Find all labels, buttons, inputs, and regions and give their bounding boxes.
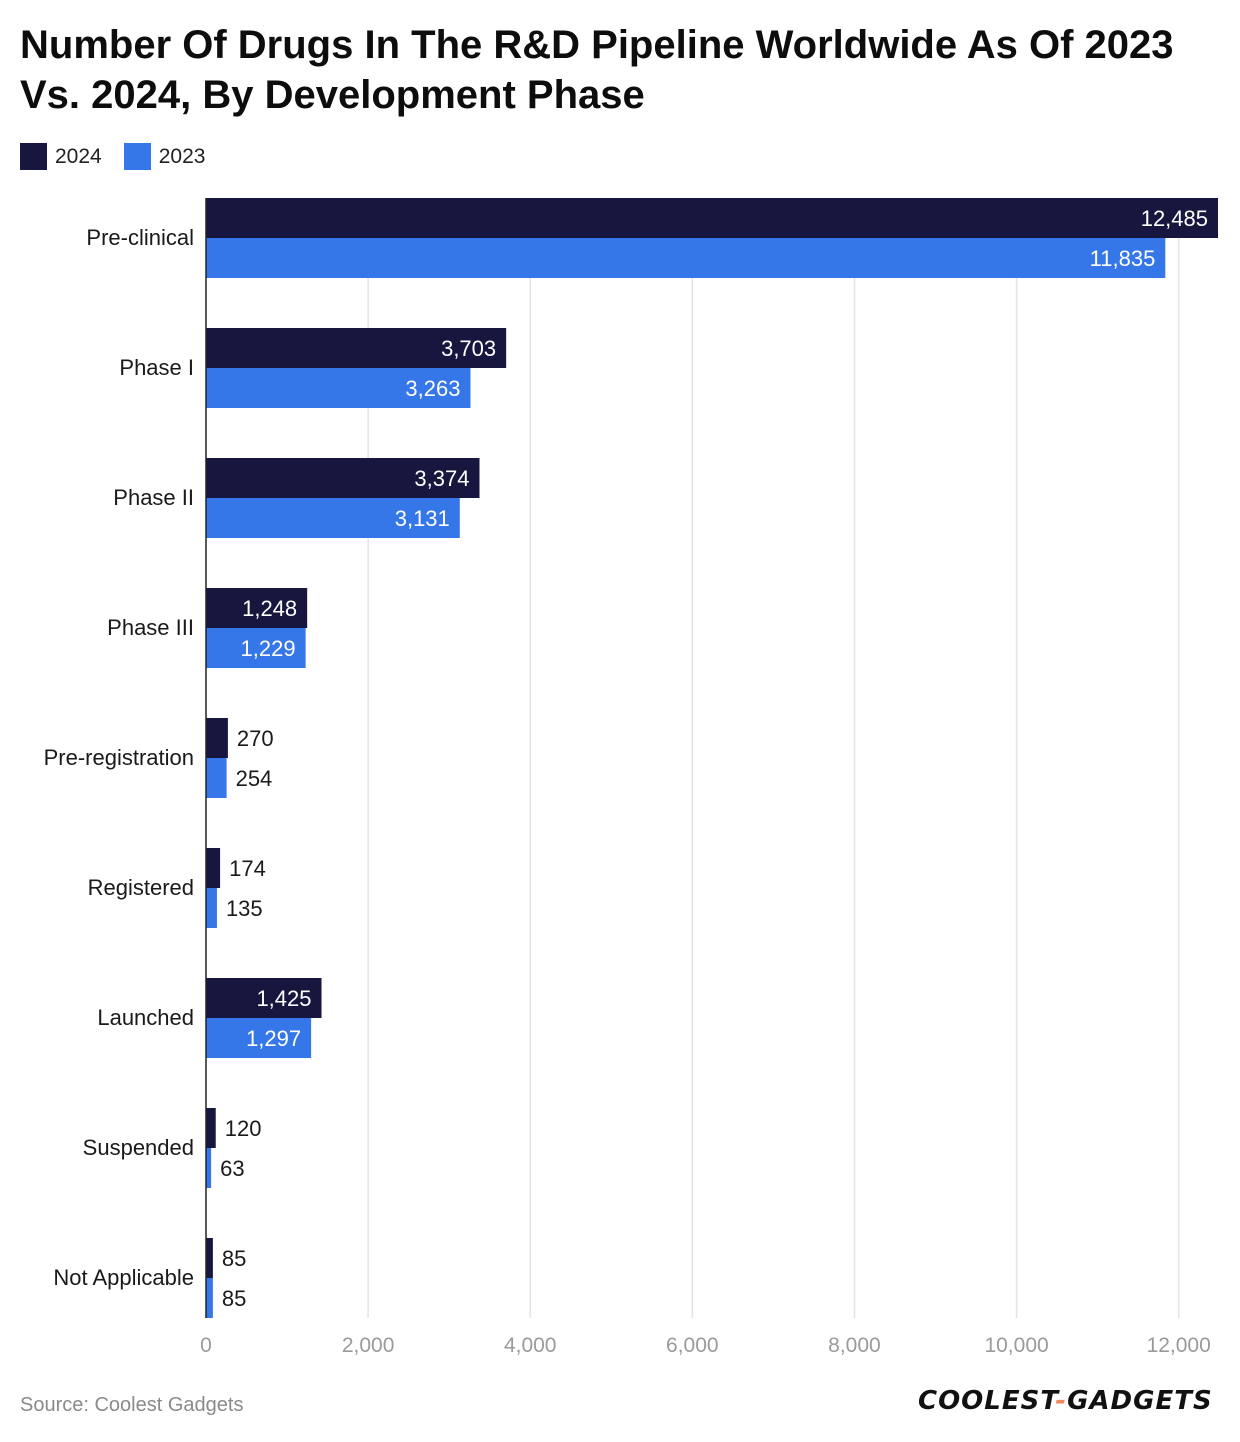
category-label-2: Phase II <box>113 485 194 510</box>
data-label-2024-8: 85 <box>222 1246 246 1271</box>
data-label-2024-7: 120 <box>225 1116 262 1141</box>
legend-item-2024: 2024 <box>20 143 102 170</box>
bar-2024-0 <box>206 198 1218 238</box>
x-tick-label-3: 6,000 <box>666 1334 719 1357</box>
bar-2024-7 <box>206 1108 216 1148</box>
x-tick-label-1: 2,000 <box>342 1334 395 1357</box>
bar-2023-1 <box>206 368 471 408</box>
legend-item-2023: 2023 <box>123 143 206 170</box>
bar-2023-6 <box>206 1018 312 1058</box>
data-label-2023-8: 85 <box>222 1286 246 1311</box>
legend-swatch-2024 <box>20 143 47 170</box>
data-label-2023-1: 3,263 <box>405 376 460 401</box>
bar-2023-4 <box>206 758 227 798</box>
bar-2024-5 <box>206 848 221 888</box>
data-label-2024-1: 3,703 <box>441 336 496 361</box>
category-label-8: Not Applicable <box>53 1265 194 1290</box>
bar-2023-7 <box>206 1148 212 1188</box>
data-label-2024-5: 174 <box>229 856 266 881</box>
brand-logo: COOLEST-GADGETS <box>918 1386 1213 1416</box>
category-label-6: Launched <box>97 1005 194 1030</box>
data-label-2023-0: 11,835 <box>1090 246 1156 271</box>
category-label-7: Suspended <box>83 1135 194 1160</box>
data-label-2024-6: 1,425 <box>256 986 311 1011</box>
data-label-2023-5: 135 <box>226 896 263 921</box>
x-tick-label-4: 8,000 <box>828 1334 881 1357</box>
bar-2024-4 <box>206 718 228 758</box>
category-label-5: Registered <box>88 875 194 900</box>
category-label-1: Phase I <box>119 355 194 380</box>
category-label-4: Pre-registration <box>44 745 194 770</box>
bar-2023-5 <box>206 888 217 928</box>
bar-2024-8 <box>206 1238 213 1278</box>
data-label-2023-3: 1,229 <box>241 636 296 661</box>
bar-2024-1 <box>206 328 507 368</box>
bar-2024-2 <box>206 458 480 498</box>
bar-2023-2 <box>206 498 460 538</box>
bar-2023-0 <box>206 238 1166 278</box>
data-label-2024-3: 1,248 <box>242 596 297 621</box>
data-label-2023-2: 3,131 <box>395 506 450 531</box>
legend: 2024 2023 <box>20 143 227 170</box>
data-label-2024-4: 270 <box>237 726 274 751</box>
data-label-2023-6: 1,297 <box>246 1026 301 1051</box>
data-label-2023-7: 63 <box>220 1156 244 1181</box>
bar-2023-3 <box>206 628 306 668</box>
bar-2024-6 <box>206 978 322 1018</box>
x-tick-label-2: 4,000 <box>504 1334 557 1357</box>
legend-label-2023: 2023 <box>158 144 206 168</box>
legend-label-2024: 2024 <box>55 144 102 168</box>
category-label-0: Pre-clinical <box>86 225 194 250</box>
data-label-2023-4: 254 <box>236 766 273 791</box>
x-tick-label-6: 12,000 <box>1147 1334 1211 1357</box>
logo-separator: - <box>1055 1386 1068 1416</box>
logo-word-right: GADGETS <box>1067 1386 1213 1416</box>
bar-2024-3 <box>206 588 308 628</box>
bar-2023-8 <box>206 1278 213 1318</box>
chart-title: Number Of Drugs In The R&D Pipeline Worl… <box>20 23 1174 117</box>
x-tick-label-5: 10,000 <box>984 1334 1048 1357</box>
data-label-2024-2: 3,374 <box>414 466 469 491</box>
logo-word-left: COOLEST <box>918 1386 1056 1416</box>
x-tick-label-0: 0 <box>200 1334 212 1357</box>
source-note: Source: Coolest Gadgets <box>20 1394 244 1416</box>
legend-swatch-2023 <box>123 143 151 170</box>
data-label-2024-0: 12,485 <box>1141 206 1208 231</box>
category-label-3: Phase III <box>107 615 194 640</box>
